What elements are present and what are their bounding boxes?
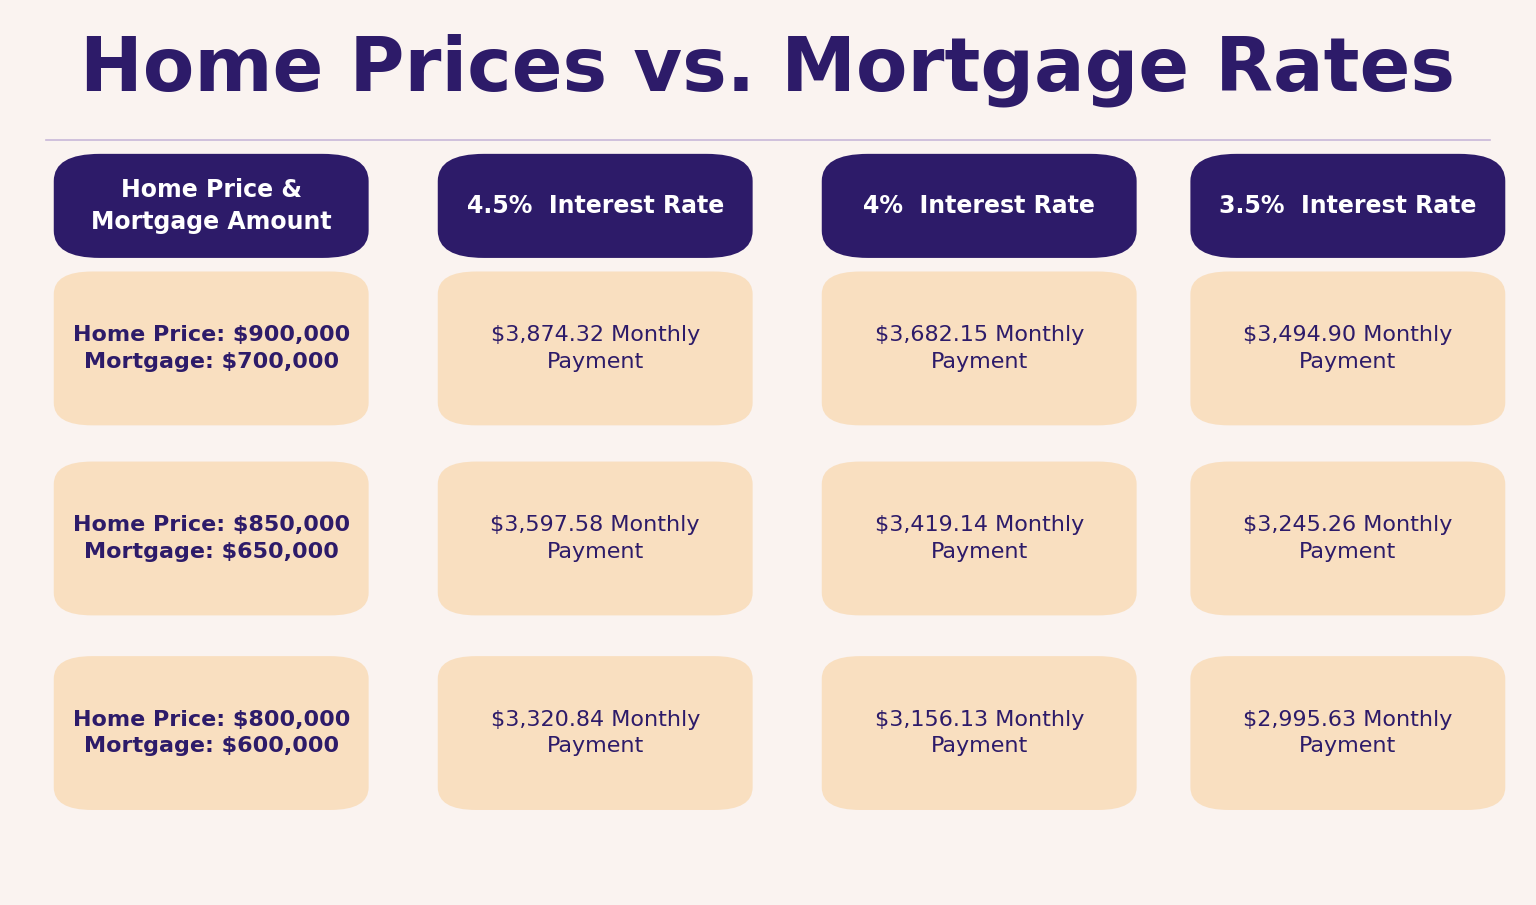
FancyBboxPatch shape [54,656,369,810]
FancyBboxPatch shape [1190,154,1505,258]
Text: $3,419.14 Monthly
Payment: $3,419.14 Monthly Payment [874,515,1084,562]
Text: $2,995.63 Monthly
Payment: $2,995.63 Monthly Payment [1243,710,1453,757]
Text: Home Price: $900,000
Mortgage: $700,000: Home Price: $900,000 Mortgage: $700,000 [72,325,350,372]
FancyBboxPatch shape [54,154,369,258]
FancyBboxPatch shape [1190,656,1505,810]
Text: Home Price: $850,000
Mortgage: $650,000: Home Price: $850,000 Mortgage: $650,000 [72,515,350,562]
Text: 3.5%  Interest Rate: 3.5% Interest Rate [1220,194,1476,218]
FancyBboxPatch shape [54,462,369,615]
FancyBboxPatch shape [822,272,1137,425]
FancyBboxPatch shape [438,154,753,258]
FancyBboxPatch shape [1190,462,1505,615]
FancyBboxPatch shape [822,462,1137,615]
Text: Home Prices vs. Mortgage Rates: Home Prices vs. Mortgage Rates [80,33,1456,107]
Text: Home Price: $800,000
Mortgage: $600,000: Home Price: $800,000 Mortgage: $600,000 [72,710,350,757]
Text: 4.5%  Interest Rate: 4.5% Interest Rate [467,194,723,218]
FancyBboxPatch shape [822,656,1137,810]
Text: $3,682.15 Monthly
Payment: $3,682.15 Monthly Payment [874,325,1084,372]
Text: 4%  Interest Rate: 4% Interest Rate [863,194,1095,218]
Text: $3,245.26 Monthly
Payment: $3,245.26 Monthly Payment [1243,515,1453,562]
Text: $3,874.32 Monthly
Payment: $3,874.32 Monthly Payment [490,325,700,372]
FancyBboxPatch shape [438,272,753,425]
Text: $3,156.13 Monthly
Payment: $3,156.13 Monthly Payment [874,710,1084,757]
FancyBboxPatch shape [54,272,369,425]
FancyBboxPatch shape [1190,272,1505,425]
FancyBboxPatch shape [822,154,1137,258]
Text: $3,597.58 Monthly
Payment: $3,597.58 Monthly Payment [490,515,700,562]
Text: $3,320.84 Monthly
Payment: $3,320.84 Monthly Payment [490,710,700,757]
Text: Home Price &
Mortgage Amount: Home Price & Mortgage Amount [91,178,332,233]
Text: $3,494.90 Monthly
Payment: $3,494.90 Monthly Payment [1243,325,1453,372]
FancyBboxPatch shape [438,656,753,810]
FancyBboxPatch shape [438,462,753,615]
